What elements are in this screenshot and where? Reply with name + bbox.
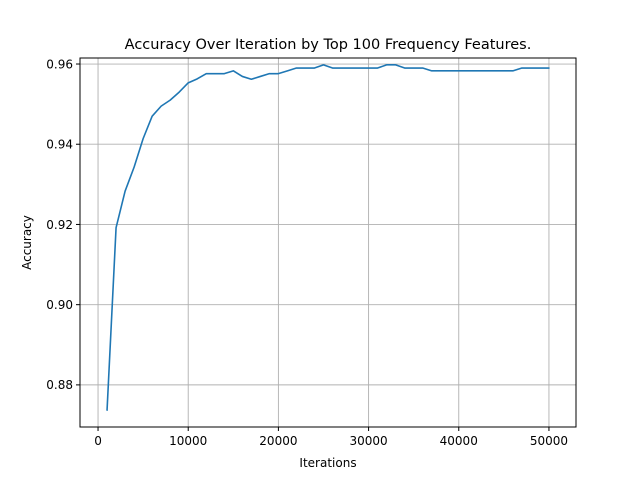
x-axis-label: Iterations xyxy=(299,456,356,470)
x-tick-label: 10000 xyxy=(169,434,207,448)
x-axis-ticks: 0 10000 20000 30000 40000 50000 xyxy=(94,427,568,448)
chart-title: Accuracy Over Iteration by Top 100 Frequ… xyxy=(125,37,532,53)
x-tick-label: 50000 xyxy=(530,434,568,448)
x-tick-label: 30000 xyxy=(349,434,387,448)
y-tick-label: 0.96 xyxy=(46,57,73,71)
y-tick-label: 0.88 xyxy=(46,378,73,392)
y-axis-ticks: 0.88 0.90 0.92 0.94 0.96 xyxy=(46,57,80,392)
accuracy-series-line xyxy=(106,64,550,411)
grid-lines xyxy=(80,58,576,427)
plot-frame xyxy=(79,57,577,428)
y-tick-label: 0.92 xyxy=(46,218,73,232)
x-tick-label: 20000 xyxy=(259,434,297,448)
x-tick-label: 0 xyxy=(94,434,102,448)
x-tick-label: 40000 xyxy=(440,434,478,448)
y-tick-label: 0.90 xyxy=(46,298,73,312)
series-layer xyxy=(106,64,550,411)
y-axis-label: Accuracy xyxy=(20,215,34,270)
y-tick-label: 0.94 xyxy=(46,138,73,152)
